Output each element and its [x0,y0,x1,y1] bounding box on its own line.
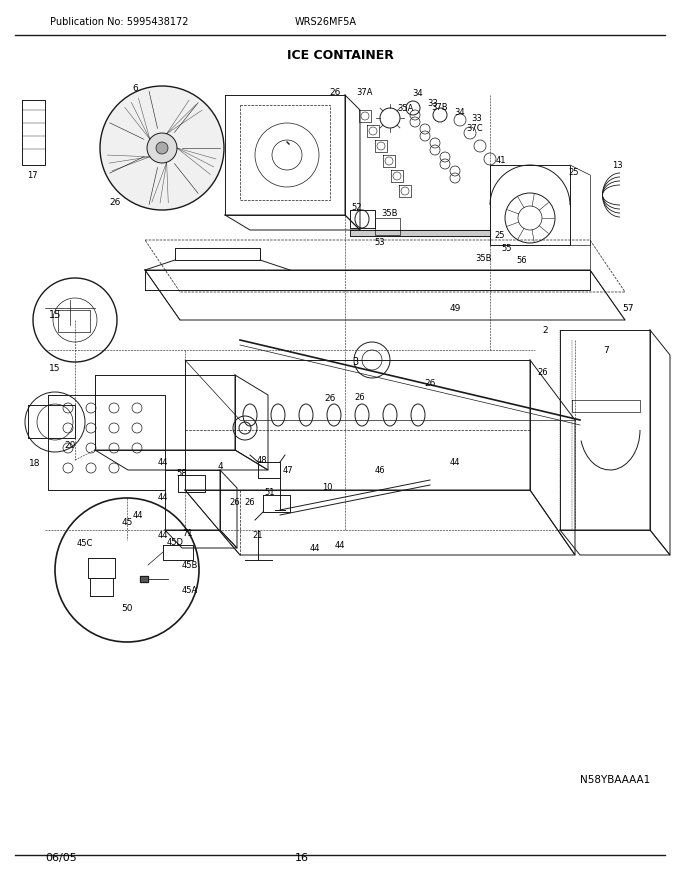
Text: 34: 34 [413,89,424,98]
Text: 10: 10 [322,482,333,492]
Text: Publication No: 5995438172: Publication No: 5995438172 [50,17,188,27]
Text: 57: 57 [622,304,634,312]
Text: ICE CONTAINER: ICE CONTAINER [286,48,394,62]
Text: 26: 26 [424,378,436,387]
Text: 44: 44 [158,493,168,502]
Text: 53: 53 [375,238,386,246]
Text: 25: 25 [568,167,579,177]
Text: 44: 44 [133,510,143,519]
Text: 33: 33 [472,114,482,122]
Text: 48: 48 [256,456,267,465]
Text: 35B: 35B [476,253,492,262]
Text: 21: 21 [253,531,263,539]
Text: WRS26MF5A: WRS26MF5A [295,17,357,27]
Text: 50: 50 [121,604,133,612]
Text: 49: 49 [449,304,460,312]
Text: 46: 46 [375,466,386,474]
Text: 2: 2 [542,326,548,334]
Circle shape [156,142,168,154]
Text: 45D: 45D [167,538,184,546]
Text: 26: 26 [324,393,336,402]
Text: 17: 17 [27,171,37,180]
Text: 56: 56 [517,255,527,265]
Text: 35B: 35B [381,209,398,217]
Text: 20: 20 [65,441,75,450]
Text: 3: 3 [352,357,358,367]
Text: 33: 33 [428,99,439,107]
Circle shape [147,133,177,163]
Text: 18: 18 [29,458,41,467]
Text: 6: 6 [132,84,138,92]
Text: 35A: 35A [397,104,413,113]
Text: 44: 44 [449,458,460,466]
Text: 26: 26 [329,87,341,97]
Text: 26: 26 [245,497,255,507]
Text: 15: 15 [49,363,61,372]
Text: 13: 13 [612,160,622,170]
Text: 44: 44 [310,544,320,553]
Text: 34: 34 [455,107,465,116]
Text: 47: 47 [283,466,293,474]
Text: 06/05: 06/05 [45,853,77,863]
Text: 41: 41 [496,156,506,165]
Text: 16: 16 [295,853,309,863]
Text: 7: 7 [603,346,609,355]
Text: 44: 44 [158,531,168,539]
Text: 37C: 37C [466,123,483,133]
Text: 37B: 37B [432,102,448,112]
Text: 45A: 45A [182,585,198,595]
Text: 45: 45 [121,517,133,526]
Text: 26: 26 [538,368,548,377]
Text: 45B: 45B [182,561,198,569]
Text: 25: 25 [495,231,505,239]
Text: N58YBAAAA1: N58YBAAAA1 [580,775,650,785]
Circle shape [55,498,199,642]
Text: 71: 71 [183,529,193,538]
Polygon shape [350,230,490,236]
Text: 52: 52 [352,202,362,211]
Text: 44: 44 [158,458,168,466]
Text: 26: 26 [230,497,240,507]
Text: 51: 51 [265,488,275,496]
Text: 45C: 45C [77,539,93,547]
Text: 15: 15 [49,310,61,320]
Text: 26: 26 [109,197,120,207]
Text: 58: 58 [177,468,187,478]
Text: 4: 4 [217,461,223,471]
Text: 55: 55 [502,244,512,253]
Text: 26: 26 [355,392,365,401]
Text: 37A: 37A [357,87,373,97]
Circle shape [100,86,224,210]
Polygon shape [140,576,148,582]
Text: 44: 44 [335,540,345,549]
